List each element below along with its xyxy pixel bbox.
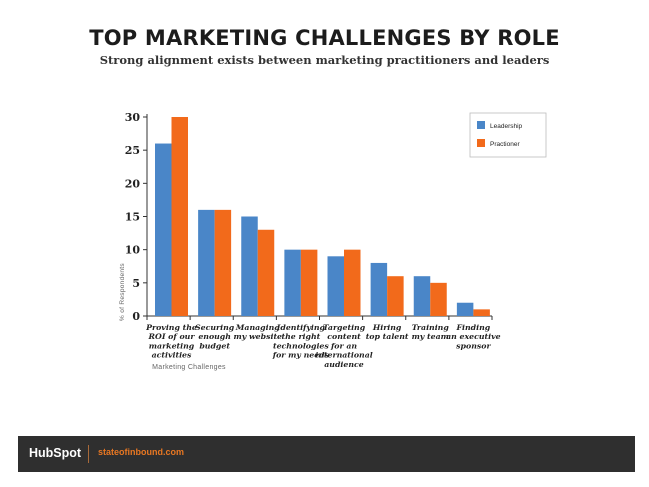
y-tick-label: 15 xyxy=(125,211,140,224)
y-tick-label: 25 xyxy=(125,144,140,157)
bar-chart: 0 5 10 15 20 25 30 % of Respondents Proving the R… xyxy=(119,111,547,371)
x-tick-label: Training my team xyxy=(412,323,450,341)
legend-box xyxy=(469,112,547,158)
bar-practioner-5 xyxy=(344,249,361,316)
y-tick-label: 5 xyxy=(132,277,140,290)
footer-link[interactable]: stateofinbound.com xyxy=(98,447,184,457)
chart-title: TOP MARKETING CHALLENGES BY ROLE xyxy=(89,26,560,50)
legend-swatch-leadership xyxy=(477,121,485,129)
y-axis-title: % of Respondents xyxy=(119,263,126,321)
bar-practioner-3 xyxy=(257,229,275,316)
bar-leadership-7 xyxy=(413,276,431,316)
y-tick-label: 10 xyxy=(125,244,141,257)
legend-label-leadership: Leadership xyxy=(490,123,523,130)
bar-leadership-1 xyxy=(155,143,172,316)
x-tick-label: Proving the ROI of our marketing activities xyxy=(145,323,197,360)
x-axis-title: Marketing Challenges xyxy=(152,364,226,371)
legend-label-practioner: Practioner xyxy=(490,141,520,148)
x-tick-label: Identifying the right technologies for my n… xyxy=(272,323,330,360)
x-tick-label: Targeting content for an international audie… xyxy=(315,323,373,369)
bar-practioner-8 xyxy=(473,309,490,316)
footer-divider xyxy=(88,445,89,463)
y-tick-label: 30 xyxy=(125,111,141,124)
bar-practioner-7 xyxy=(430,282,447,316)
y-tick-label: 0 xyxy=(132,310,140,323)
x-tick-label: Finding an executive sponsor xyxy=(446,323,501,350)
bar-leadership-2 xyxy=(198,209,215,316)
legend-swatch-practioner xyxy=(477,139,485,147)
bar-leadership-8 xyxy=(456,302,474,316)
bar-practioner-1 xyxy=(171,117,188,316)
bar-leadership-4 xyxy=(284,249,301,316)
bar-practioner-4 xyxy=(300,249,318,316)
footer-bar: HubSpot stateofinbound.com xyxy=(18,436,635,472)
bar-leadership-6 xyxy=(370,262,388,316)
chart-subtitle: Strong alignment exists between marketin… xyxy=(99,53,550,67)
hubspot-logo[interactable]: HubSpot xyxy=(29,446,82,460)
x-tick-label: Securing enough budget xyxy=(195,323,235,350)
bar-leadership-5 xyxy=(327,256,344,316)
x-tick-label: Managing my website xyxy=(233,323,282,341)
bar-leadership-3 xyxy=(241,216,258,316)
bar-practioner-2 xyxy=(214,209,232,316)
y-tick-label: 20 xyxy=(125,177,141,190)
x-tick-label: Hiring top talent xyxy=(366,323,409,341)
bar-practioner-6 xyxy=(387,276,404,316)
